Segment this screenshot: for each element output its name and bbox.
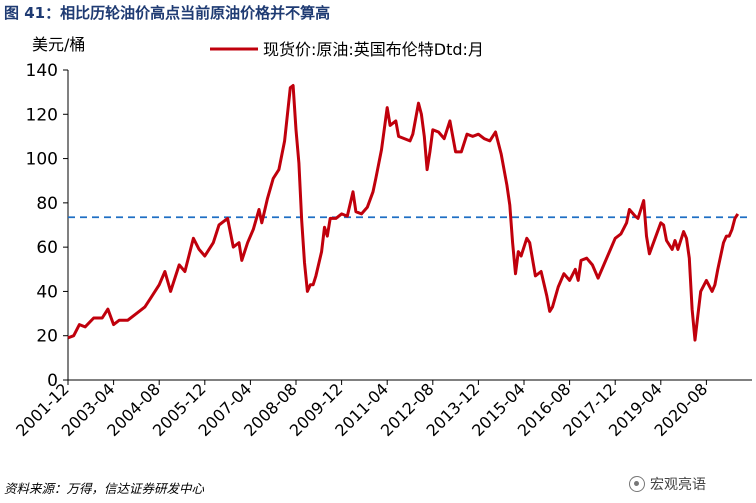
x-axis: 2001-122003-042004-082005-122007-042008-… xyxy=(12,379,752,440)
watermark-text: 宏观亮语 xyxy=(650,477,706,493)
y-tick-label: 140 xyxy=(26,61,58,81)
y-tick-label: 100 xyxy=(26,150,58,170)
y-tick-label: 120 xyxy=(26,105,58,125)
y-tick-label: 60 xyxy=(36,238,58,258)
legend: 现货价:原油:英国布伦特Dtd:月 xyxy=(210,40,484,59)
y-tick-label: 20 xyxy=(36,327,58,347)
y-tick-label: 80 xyxy=(36,194,58,214)
source-note: 资料来源：万得，信达证券研发中心 xyxy=(4,481,205,496)
watermark: 宏观亮语 xyxy=(629,474,706,494)
series-line xyxy=(67,84,740,342)
legend-label: 现货价:原油:英国布伦特Dtd:月 xyxy=(263,40,484,59)
y-axis-label: 美元/桶 xyxy=(32,35,85,54)
wechat-icon xyxy=(629,476,645,492)
figure-title: 图 41：相比历轮油价高点当前原油价格并不算高 xyxy=(4,4,331,22)
series-group xyxy=(67,84,740,342)
y-axis: 0 20 40 60 80 100 120 140 xyxy=(26,61,69,391)
y-tick-label: 0 xyxy=(47,371,58,391)
y-tick-label: 40 xyxy=(36,282,58,302)
